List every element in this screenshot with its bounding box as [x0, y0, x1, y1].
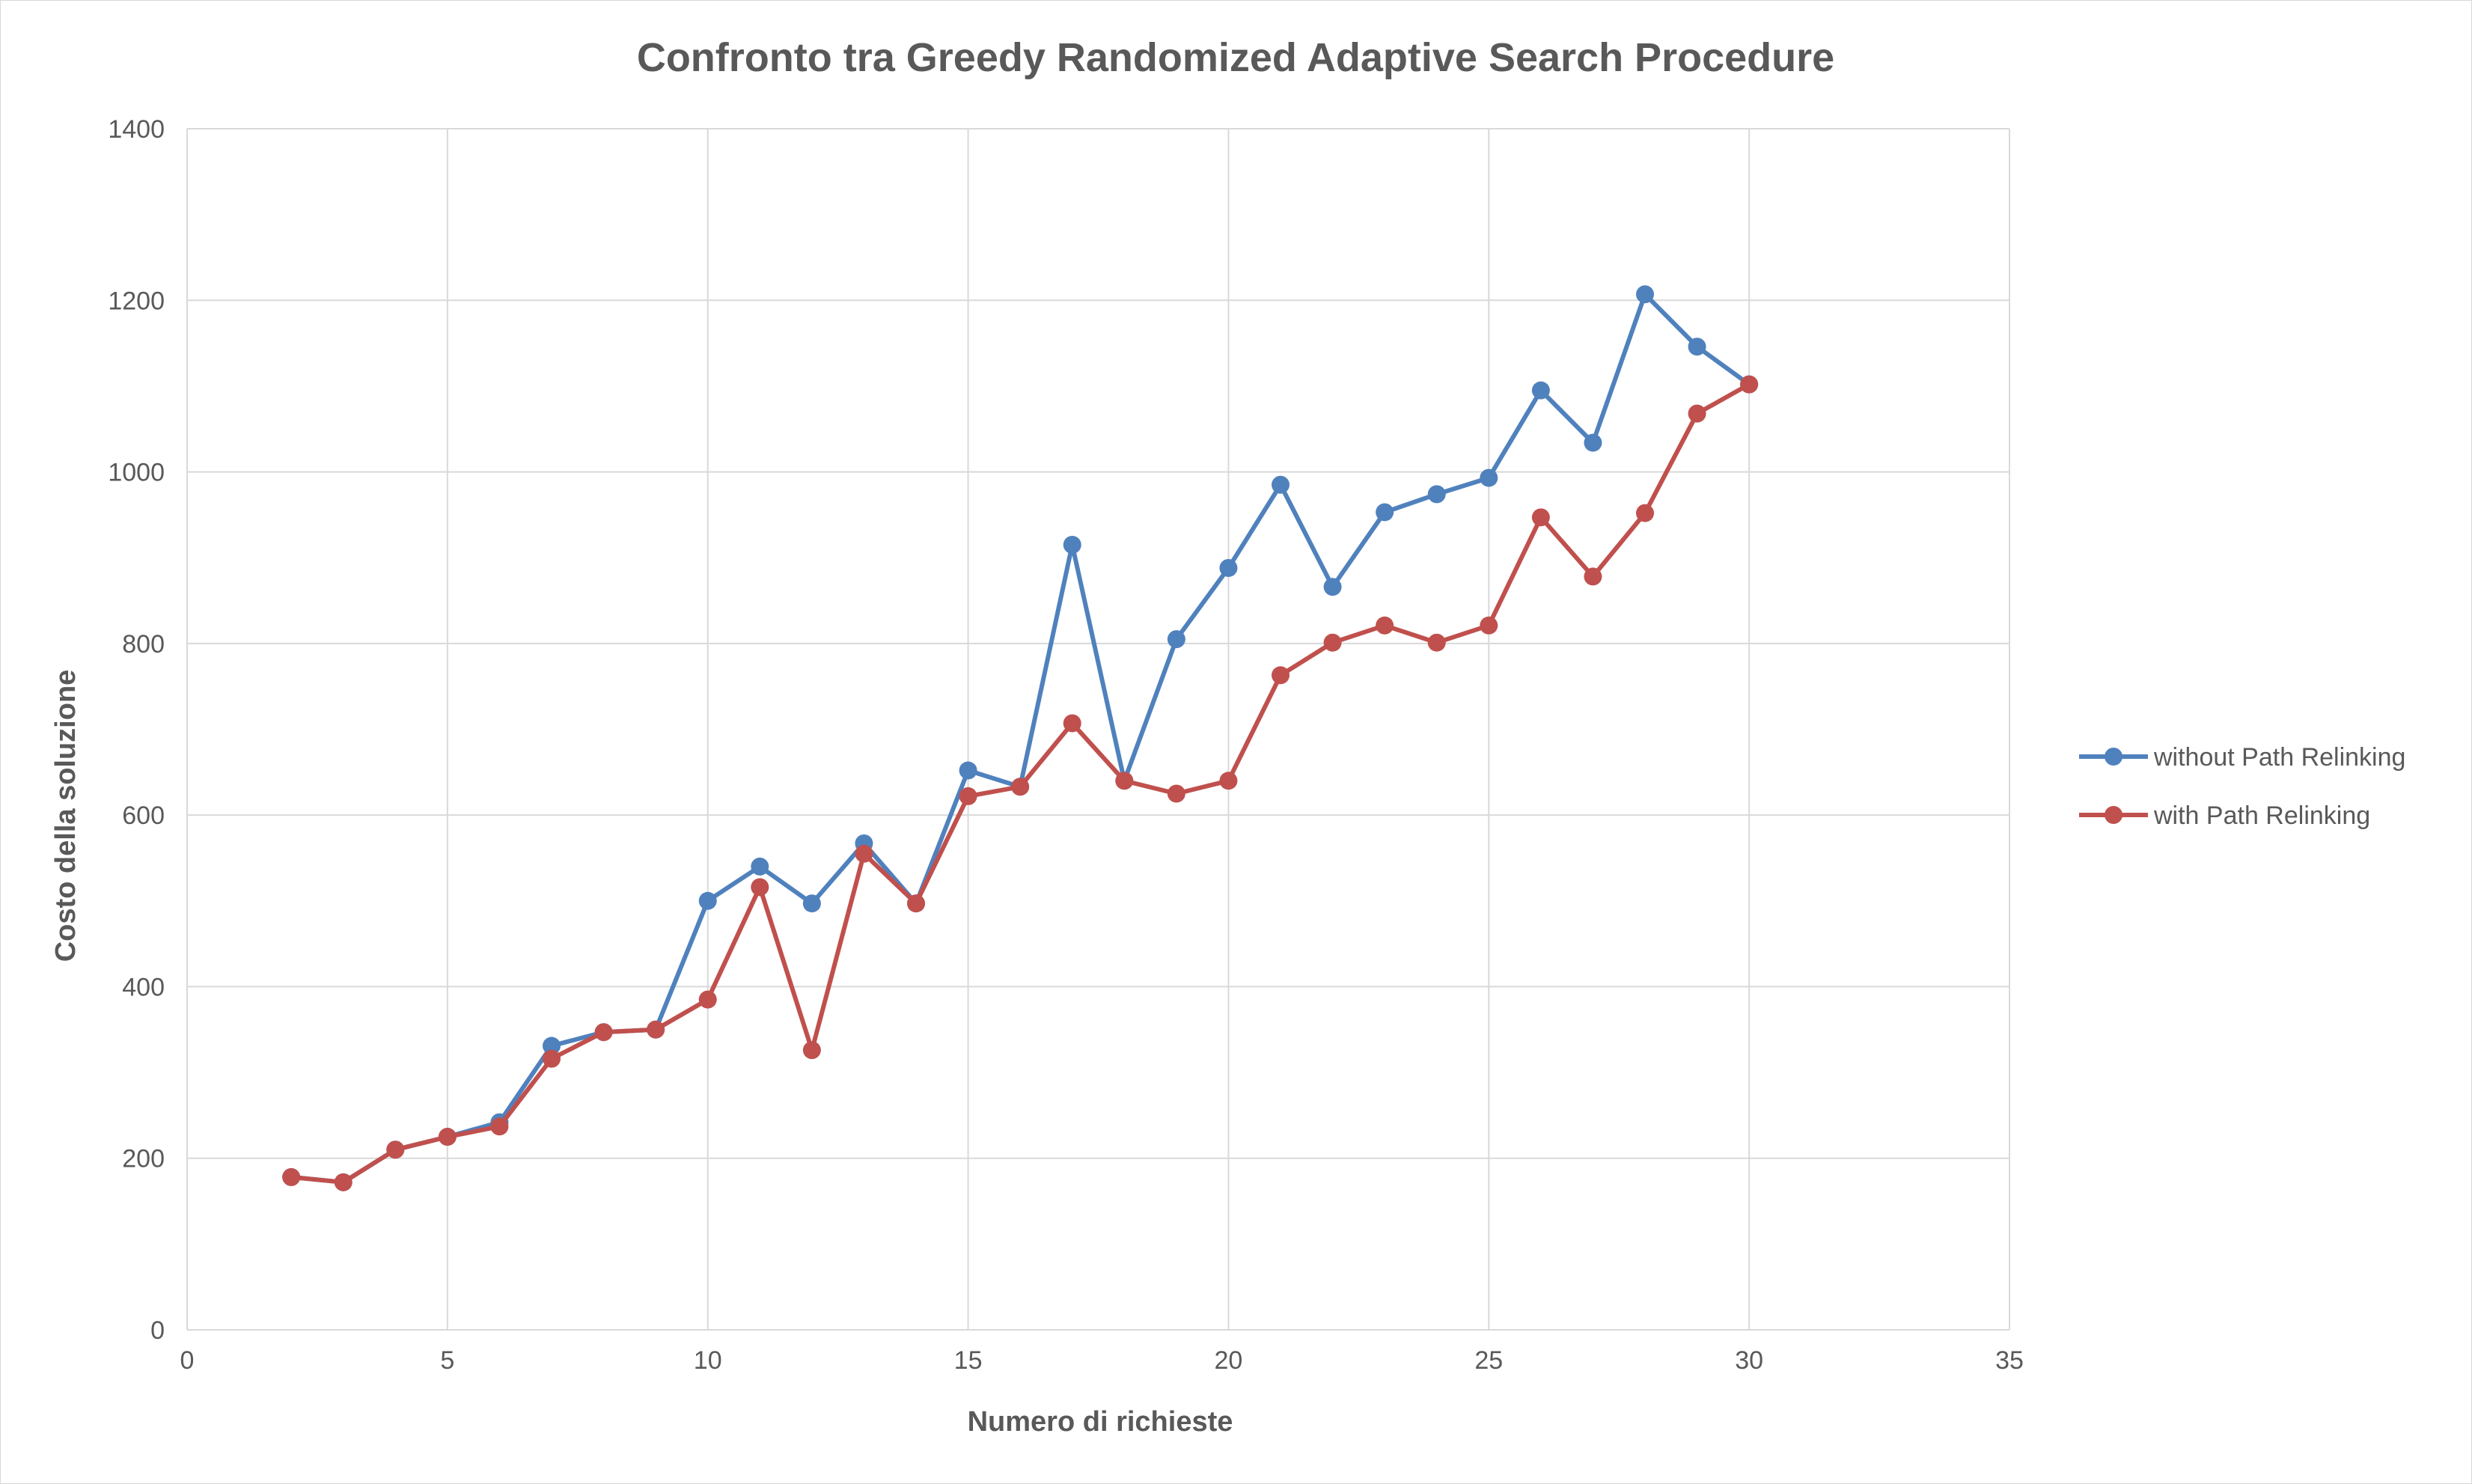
y-tick-label: 1000	[108, 459, 165, 487]
data-point	[802, 894, 821, 913]
data-point	[1063, 714, 1081, 733]
data-point	[1531, 508, 1550, 527]
data-point	[1376, 616, 1394, 635]
series-line	[289, 292, 1752, 1185]
data-point	[907, 894, 925, 913]
data-point	[1688, 338, 1706, 356]
y-tick-label: 800	[122, 630, 165, 659]
legend-marker	[2105, 806, 2122, 824]
grid-lines	[186, 128, 2010, 1331]
data-point	[1376, 503, 1394, 522]
y-tick-label: 400	[122, 973, 165, 1001]
data-point	[959, 761, 977, 780]
data-point	[1011, 778, 1030, 796]
x-tick-label: 20	[1215, 1346, 1243, 1375]
x-tick-label: 30	[1735, 1346, 1763, 1375]
x-tick-label: 25	[1474, 1346, 1503, 1375]
series-2	[282, 375, 1759, 1191]
data-point	[1323, 578, 1342, 596]
data-point	[594, 1023, 613, 1042]
data-point	[490, 1117, 509, 1136]
y-axis-title: Costo della soluzione	[50, 670, 82, 962]
x-tick-label: 35	[1995, 1346, 2024, 1375]
tick-labels: 0 200 400 600 800 1000 1200 1400 0 5 10 15 20 25 30 35	[108, 115, 2024, 1375]
data-point	[1427, 485, 1446, 504]
data-point	[855, 844, 873, 863]
legend-label: without Path Relinking	[2153, 743, 2405, 772]
y-tick-label: 600	[122, 801, 165, 830]
legend-marker	[2105, 748, 2122, 766]
data-point	[1427, 633, 1446, 652]
data-point	[386, 1141, 405, 1159]
data-point	[1167, 630, 1185, 649]
data-point	[802, 1041, 821, 1060]
data-point	[1636, 285, 1654, 304]
data-point	[282, 1167, 301, 1186]
data-point	[1688, 404, 1706, 423]
y-tick-label: 1400	[108, 115, 165, 144]
data-point	[698, 891, 717, 910]
data-point	[1115, 772, 1134, 790]
data-point	[959, 787, 977, 805]
data-point	[751, 857, 769, 876]
data-point	[1584, 433, 1602, 452]
data-point	[1063, 536, 1081, 555]
data-point	[334, 1173, 353, 1191]
y-tick-label: 0	[150, 1316, 165, 1345]
series-1	[282, 285, 1759, 1191]
legend-item: with Path Relinking	[2079, 801, 2370, 830]
data-point	[438, 1128, 457, 1146]
x-tick-label: 0	[180, 1346, 195, 1375]
data-point	[1480, 468, 1498, 487]
x-tick-label: 15	[954, 1346, 983, 1375]
data-point	[751, 878, 769, 897]
data-point	[1219, 772, 1238, 790]
x-tick-label: 5	[440, 1346, 454, 1375]
y-tick-label: 1200	[108, 287, 165, 315]
data-point	[1323, 633, 1342, 652]
data-point	[1740, 375, 1759, 394]
data-point	[1531, 381, 1550, 400]
x-tick-label: 10	[694, 1346, 722, 1375]
y-tick-label: 200	[122, 1145, 165, 1173]
legend-label: with Path Relinking	[2153, 801, 2370, 830]
data-point	[543, 1036, 561, 1055]
data-point	[1272, 475, 1290, 494]
data-point	[1480, 616, 1498, 635]
data-point	[1272, 666, 1290, 685]
data-point	[1219, 558, 1238, 577]
legend: without Path Relinking with Path Relinkin…	[2079, 743, 2405, 830]
data-point	[1636, 504, 1654, 522]
data-point	[543, 1049, 561, 1068]
data-point	[698, 990, 717, 1009]
chart-title: Confronto tra Greedy Randomized Adaptive…	[637, 35, 1834, 80]
x-axis-title: Numero di richieste	[968, 1406, 1233, 1438]
data-point	[1167, 784, 1185, 803]
data-point	[647, 1020, 665, 1039]
series-layer	[282, 285, 1759, 1191]
data-point	[1584, 567, 1602, 586]
legend-item: without Path Relinking	[2079, 743, 2405, 772]
